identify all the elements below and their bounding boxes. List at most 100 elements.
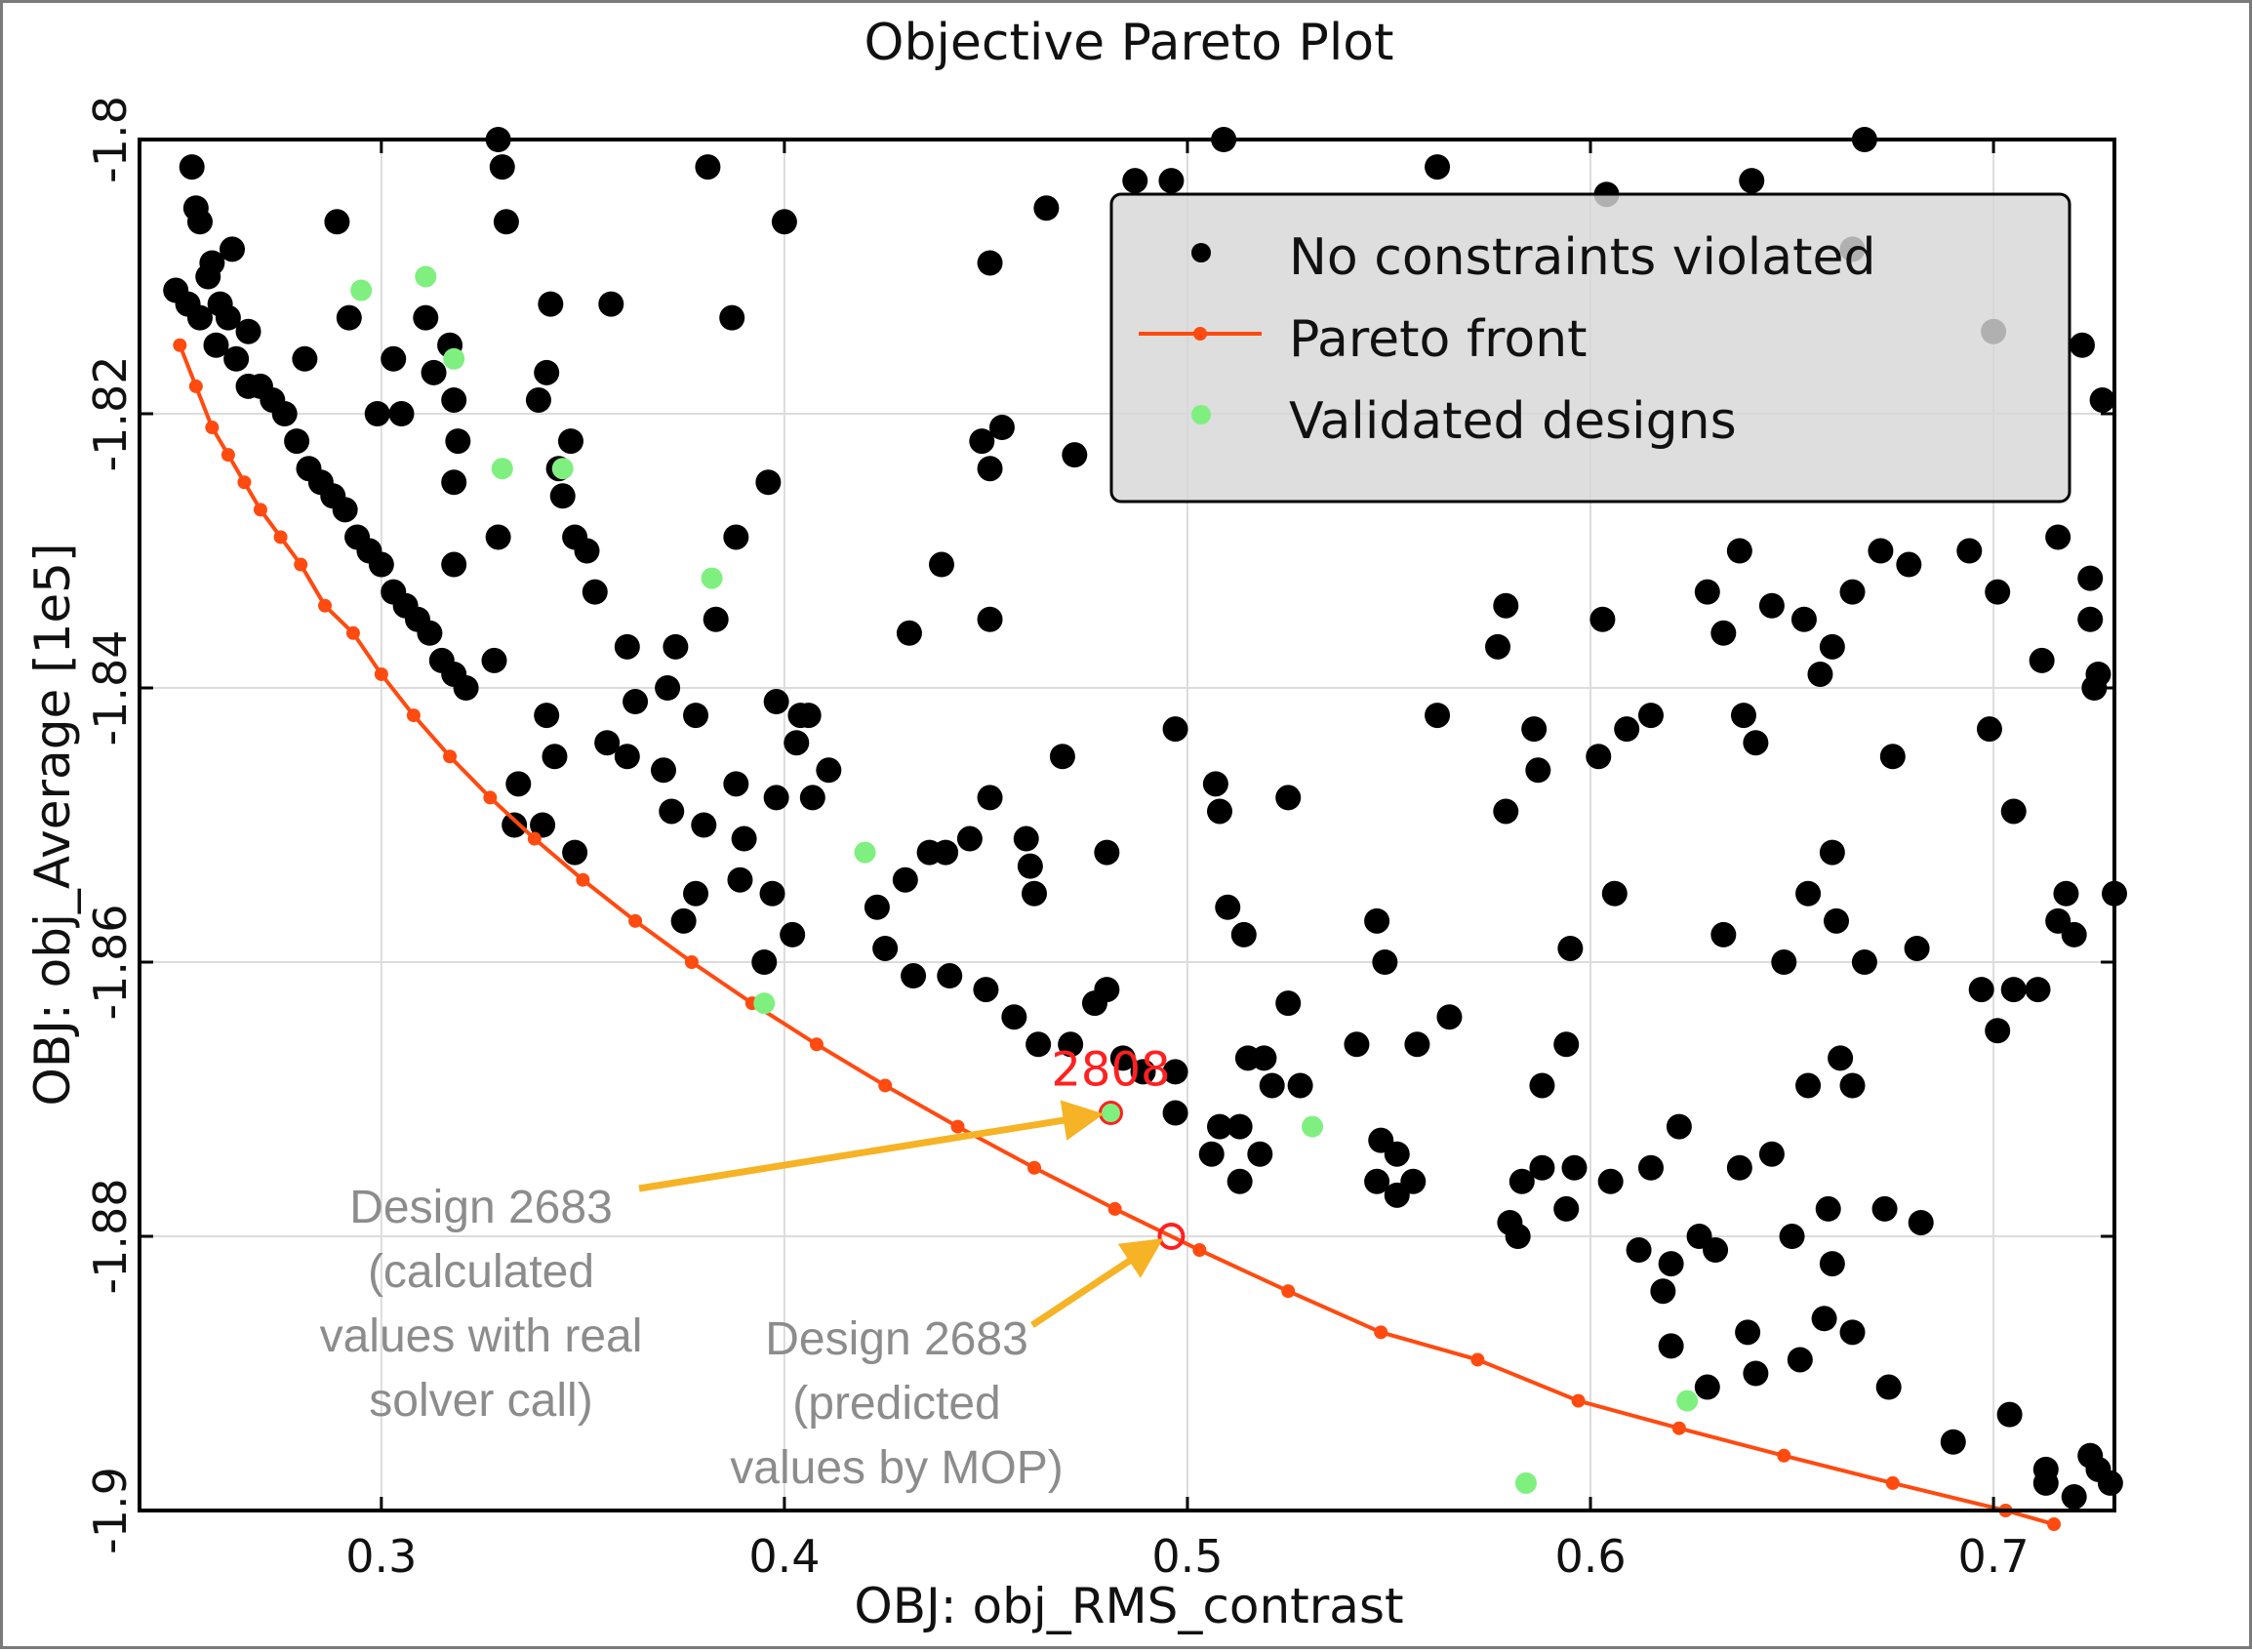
pareto-point	[1107, 1201, 1122, 1216]
data-point	[1062, 442, 1088, 468]
data-point	[1815, 1195, 1841, 1222]
annotation-line: (predicted	[792, 1378, 1000, 1430]
data-point	[2025, 977, 2051, 1003]
data-point	[1251, 1045, 1277, 1071]
data-point	[1162, 1059, 1188, 1085]
annotation-line: Design 2683	[765, 1313, 1028, 1365]
data-point	[2097, 1470, 2123, 1496]
data-point	[1364, 1168, 1390, 1194]
data-point	[623, 689, 649, 715]
legend-marker-green	[1191, 405, 1211, 424]
data-point	[1561, 1154, 1588, 1181]
legend: No constraints violated Pareto front Val…	[1109, 192, 2071, 504]
pareto-point	[684, 955, 699, 969]
data-point	[977, 606, 1003, 632]
data-point	[799, 785, 825, 811]
data-point	[977, 785, 1003, 811]
data-point	[1795, 1072, 1822, 1099]
pareto-point	[950, 1119, 965, 1134]
data-point	[659, 798, 685, 825]
data-point	[502, 812, 528, 838]
data-point	[2061, 1483, 2087, 1510]
data-point	[1364, 907, 1390, 934]
data-point	[1259, 1072, 1285, 1099]
data-point	[381, 345, 407, 372]
data-point	[2061, 921, 2087, 947]
data-point	[505, 771, 532, 797]
x-tick-label: 0.4	[748, 1530, 820, 1583]
data-point	[481, 647, 507, 673]
annotation-line: Design 2683	[349, 1182, 613, 1233]
data-point	[937, 963, 963, 989]
data-point	[872, 935, 899, 961]
data-point	[1904, 935, 1930, 961]
data-point	[1557, 935, 1584, 961]
data-point	[1956, 538, 1983, 564]
data-point	[493, 209, 519, 235]
pareto-point	[345, 625, 360, 640]
pareto-point	[237, 475, 252, 490]
x-axis-ticks: 0.3 0.4 0.5 0.6 0.7	[345, 140, 2030, 1583]
data-point	[763, 689, 789, 715]
x-axis-label: OBJ: obj_RMS_contrast	[854, 1578, 1403, 1634]
data-point	[1485, 633, 1511, 660]
x-tick-label: 0.7	[1958, 1530, 2030, 1583]
data-point	[1739, 168, 1765, 194]
data-point	[1730, 703, 1756, 729]
data-point	[1650, 1278, 1676, 1305]
pareto-chart: Objective Pareto Plot 0.3 0.4 0.5 0.6 0.7 -1…	[24, 14, 2127, 1634]
pareto-point	[1026, 1160, 1041, 1175]
data-point	[1710, 921, 1737, 947]
data-point	[896, 620, 922, 646]
data-point	[1996, 1401, 2023, 1428]
data-point	[557, 428, 583, 455]
annotation-arrow	[1030, 1238, 1164, 1328]
validated-point	[1100, 1102, 1122, 1124]
data-point	[1436, 1004, 1463, 1030]
data-point	[650, 757, 676, 784]
data-point	[195, 263, 221, 290]
data-point	[1198, 1141, 1225, 1167]
series-validated-designs	[350, 265, 1699, 1494]
data-point	[988, 415, 1015, 441]
pareto-front-line	[178, 344, 2055, 1526]
data-point	[1985, 1018, 2011, 1044]
data-point	[1493, 798, 1519, 825]
y-axis-label: OBJ: obj_Average [1e5]	[24, 544, 81, 1107]
data-point	[1425, 703, 1451, 729]
data-point	[723, 771, 749, 797]
legend-label-0: No constraints violated	[1289, 228, 1875, 287]
x-tick-label: 0.5	[1151, 1530, 1223, 1583]
data-point	[614, 744, 640, 770]
data-point	[1287, 1072, 1313, 1099]
data-point	[368, 551, 394, 578]
legend-marker-pareto	[1193, 327, 1207, 341]
pareto-point	[1192, 1243, 1207, 1258]
data-point	[1109, 1045, 1136, 1071]
data-point	[441, 469, 467, 496]
x-tick-label: 0.6	[1554, 1530, 1626, 1583]
annotations: Design 2683 (calculated values with real so…	[320, 1100, 1164, 1494]
data-point	[1589, 606, 1616, 632]
pareto-point	[1885, 1475, 1900, 1490]
pareto-point	[628, 913, 643, 928]
pareto-point	[1777, 1448, 1791, 1463]
data-point	[1013, 826, 1039, 852]
data-point	[1597, 1168, 1624, 1194]
validated-point	[753, 992, 776, 1015]
data-point	[683, 880, 709, 907]
data-point	[1828, 1045, 1854, 1071]
data-point	[723, 524, 749, 550]
data-point	[525, 386, 551, 413]
data-point	[1017, 853, 1043, 879]
annotation-line: values by MOP)	[730, 1442, 1063, 1494]
data-point	[1735, 1319, 1761, 1346]
data-point	[2029, 647, 2055, 673]
data-point	[751, 949, 778, 975]
data-point	[235, 318, 261, 344]
data-point	[179, 154, 205, 181]
data-point	[2069, 332, 2095, 358]
data-point	[928, 551, 954, 578]
data-point	[284, 428, 310, 455]
data-point	[220, 236, 246, 262]
